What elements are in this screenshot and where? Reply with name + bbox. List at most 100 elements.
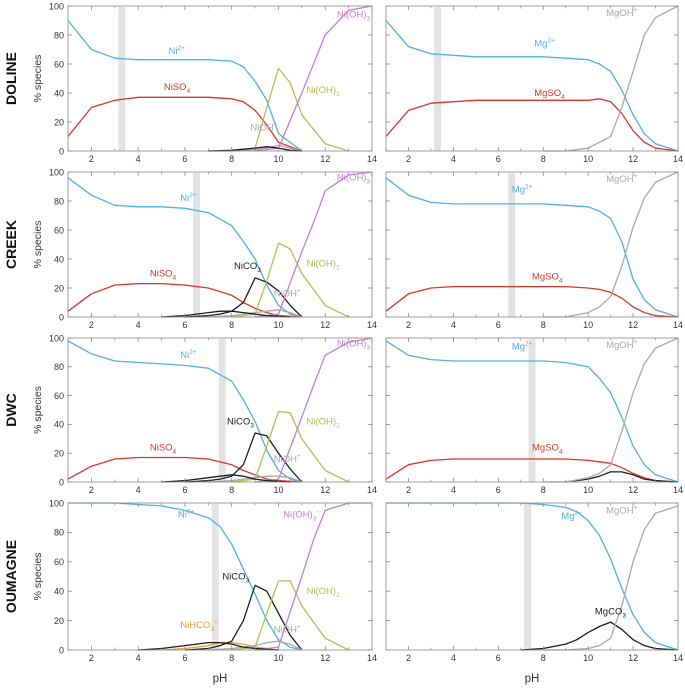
x-tick-label: 6 xyxy=(496,653,501,663)
y-tick-label: 20 xyxy=(54,283,64,293)
species-label-superscript: - xyxy=(370,338,372,345)
x-tick-label: 14 xyxy=(367,485,377,495)
series-line-minor-2 xyxy=(565,471,679,483)
x-tick-label: 10 xyxy=(273,154,283,164)
series-line-ni2 xyxy=(67,20,303,152)
species-label: MgSO4 xyxy=(532,442,563,455)
series-line-niso4 xyxy=(67,96,303,152)
shaded-band xyxy=(434,7,442,151)
species-label-text: Ni(OH) xyxy=(307,416,337,427)
shaded-band xyxy=(528,339,536,482)
y-tick-label: 100 xyxy=(49,167,64,177)
x-tick-label: 6 xyxy=(496,154,501,164)
series-line-mg2 xyxy=(385,340,679,483)
species-label-text: NiOH xyxy=(274,454,297,465)
x-tick-label: 6 xyxy=(182,154,187,164)
species-label-subscript: 4 xyxy=(561,94,565,101)
x-tick-label: 14 xyxy=(673,320,683,330)
x-tick-label: 10 xyxy=(273,485,283,495)
y-tick-label: 60 xyxy=(54,59,64,69)
y-tick-label: 20 xyxy=(54,117,64,127)
species-label-superscript: 2+ xyxy=(525,183,533,190)
species-label-superscript: - xyxy=(316,509,318,516)
x-tick-label: 2 xyxy=(406,653,411,663)
x-tick-label: 4 xyxy=(136,320,141,330)
species-label: MgOH+ xyxy=(606,339,637,351)
series-line-mgso4 xyxy=(385,98,679,152)
species-label: NiOH+ xyxy=(250,122,277,134)
species-label-text: NiHCO xyxy=(180,620,210,631)
species-label-superscript: 2+ xyxy=(525,341,533,348)
shaded-band xyxy=(524,504,532,650)
y-axis-label: % species xyxy=(32,55,44,103)
y-tick-label: 0 xyxy=(59,477,64,487)
species-label-text: Mg xyxy=(561,511,574,522)
series-line-nioh2 xyxy=(231,67,349,152)
species-label-text: NiOH xyxy=(250,123,273,134)
species-label: NiCO3 xyxy=(222,571,249,584)
species-label-text: Ni(OH) xyxy=(337,10,367,21)
x-tick-label: 2 xyxy=(406,320,411,330)
species-label-text: MgOH xyxy=(606,340,634,351)
species-label-text: MgSO xyxy=(534,88,561,99)
species-label: Mg2+ xyxy=(534,38,555,50)
series-line-ni2 xyxy=(67,177,302,318)
x-axis-label: pH xyxy=(525,673,540,685)
shaded-band xyxy=(218,339,226,482)
species-label-superscript: + xyxy=(297,453,301,460)
x-tick-label: 8 xyxy=(229,154,234,164)
species-label: MgOH+ xyxy=(606,173,637,185)
x-tick-label: 6 xyxy=(182,485,187,495)
species-label-text: MgOH xyxy=(606,8,634,19)
x-tick-label: 8 xyxy=(541,320,546,330)
species-label-text: Ni(OH) xyxy=(283,510,313,521)
species-label: Ni(OH)3- xyxy=(337,172,372,186)
series-line-mgoh xyxy=(543,337,679,483)
series-line-mgso4 xyxy=(385,458,679,483)
species-label-subscript: 3 xyxy=(313,516,317,523)
x-tick-label: 2 xyxy=(89,320,94,330)
panel-oumagne-mg: 2 4 6 8 10 12 14 pH Mg2+ MgCO3 MgOH+ xyxy=(385,502,683,685)
species-label-subscript: 4 xyxy=(559,277,563,284)
x-tick-label: 8 xyxy=(229,320,234,330)
species-label-text: MgCO xyxy=(595,607,622,618)
species-label: Ni(OH)2 xyxy=(307,586,341,599)
x-tick-label: 12 xyxy=(320,320,330,330)
species-label: NiSO4 xyxy=(150,442,177,455)
species-label-text: MgOH xyxy=(606,174,634,185)
species-label: Ni(OH)3- xyxy=(337,338,372,352)
species-label-text: Mg xyxy=(512,342,525,353)
row-title-oumagne: OUMAGNE xyxy=(3,540,19,613)
y-tick-label: 100 xyxy=(49,498,64,508)
species-label-text: NiCO xyxy=(227,416,250,427)
x-tick-label: 8 xyxy=(229,653,234,663)
plot-frame xyxy=(385,337,679,483)
x-tick-label: 6 xyxy=(496,485,501,495)
species-label-subscript: 4 xyxy=(187,88,191,95)
species-label-text: NiCO xyxy=(234,261,257,272)
row-title-doline: DOLINE xyxy=(3,52,19,105)
species-label-subscript: 3 xyxy=(366,345,370,352)
x-tick-label: 6 xyxy=(182,320,187,330)
series-line-ni2 xyxy=(68,502,302,651)
plot-frame xyxy=(385,502,679,651)
species-label-text: Ni(OH) xyxy=(307,258,337,269)
species-label: Ni2+ xyxy=(169,45,186,57)
x-tick-label: 14 xyxy=(673,154,683,164)
species-label-text: NiSO xyxy=(150,442,173,453)
x-tick-label: 2 xyxy=(89,154,94,164)
x-tick-label: 14 xyxy=(673,653,683,663)
species-label-text: NiCO xyxy=(222,571,245,582)
series-line-niso4 xyxy=(67,282,302,318)
species-label-subscript: 4 xyxy=(559,448,563,455)
species-label-superscript: + xyxy=(634,173,638,180)
species-label-superscript: 2+ xyxy=(189,349,197,356)
y-tick-label: 80 xyxy=(54,362,64,372)
y-tick-label: 40 xyxy=(54,587,64,597)
species-label: Ni(OH)3- xyxy=(337,9,372,23)
y-tick-label: 60 xyxy=(54,557,64,567)
series-line-mgoh xyxy=(543,505,679,651)
